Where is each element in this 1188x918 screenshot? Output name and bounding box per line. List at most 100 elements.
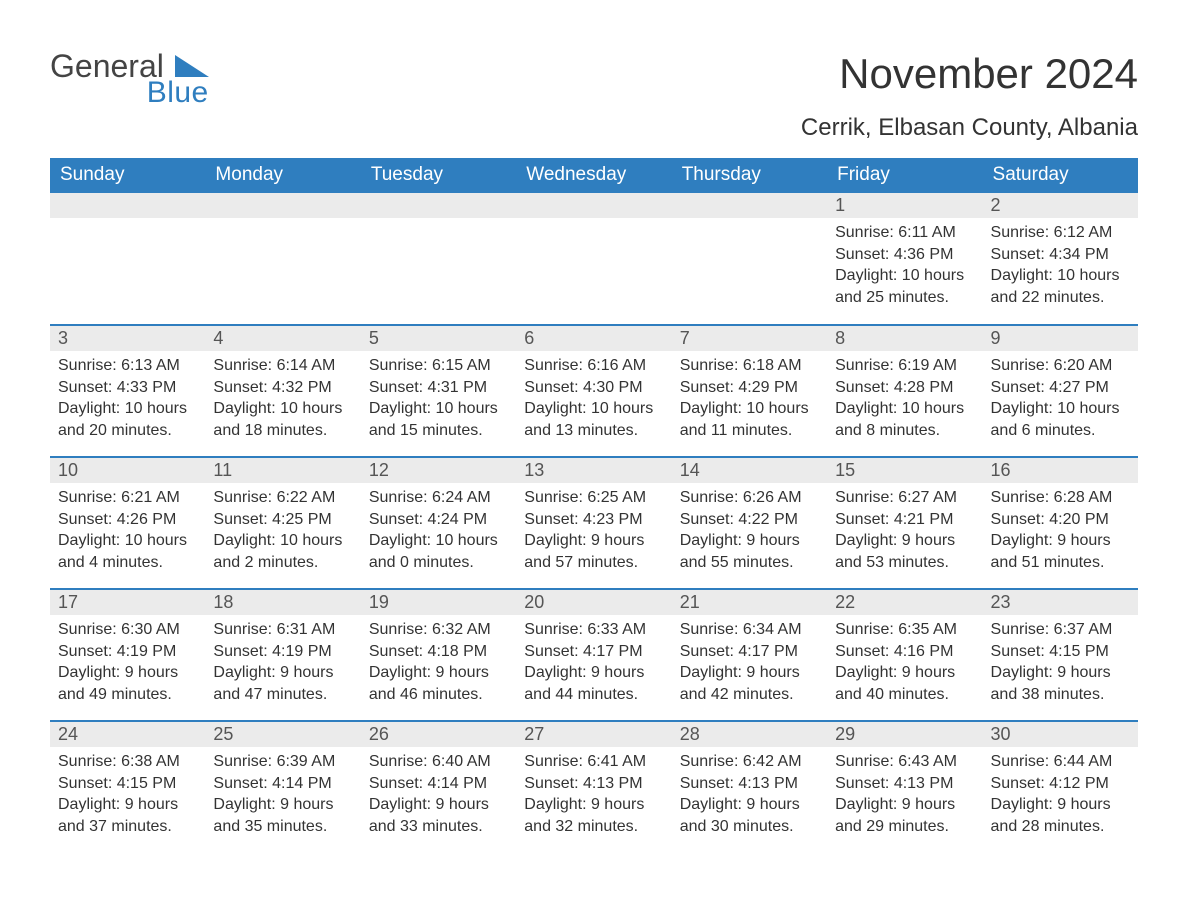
sunrise-line: Sunrise: 6:43 AM — [835, 751, 974, 773]
sunrise-line: Sunrise: 6:40 AM — [369, 751, 508, 773]
day-number: 9 — [983, 326, 1138, 351]
sunset-line: Sunset: 4:25 PM — [213, 509, 352, 531]
weekday-header: Tuesday — [361, 158, 516, 193]
sunset-line: Sunset: 4:34 PM — [991, 244, 1130, 266]
daylight-line: Daylight: 9 hours and 53 minutes. — [835, 530, 974, 573]
calendar-day-cell: 19Sunrise: 6:32 AMSunset: 4:18 PMDayligh… — [361, 589, 516, 721]
calendar-day-cell: 29Sunrise: 6:43 AMSunset: 4:13 PMDayligh… — [827, 721, 982, 853]
calendar-day-cell: 21Sunrise: 6:34 AMSunset: 4:17 PMDayligh… — [672, 589, 827, 721]
day-details: Sunrise: 6:44 AMSunset: 4:12 PMDaylight:… — [983, 747, 1138, 843]
day-details: Sunrise: 6:14 AMSunset: 4:32 PMDaylight:… — [205, 351, 360, 447]
day-details: Sunrise: 6:30 AMSunset: 4:19 PMDaylight:… — [50, 615, 205, 711]
sunrise-line: Sunrise: 6:15 AM — [369, 355, 508, 377]
day-details: Sunrise: 6:27 AMSunset: 4:21 PMDaylight:… — [827, 483, 982, 579]
day-details: Sunrise: 6:13 AMSunset: 4:33 PMDaylight:… — [50, 351, 205, 447]
daylight-line: Daylight: 9 hours and 33 minutes. — [369, 794, 508, 837]
calendar-day-cell: 22Sunrise: 6:35 AMSunset: 4:16 PMDayligh… — [827, 589, 982, 721]
daylight-line: Daylight: 9 hours and 46 minutes. — [369, 662, 508, 705]
day-number: 13 — [516, 458, 671, 483]
day-number: 5 — [361, 326, 516, 351]
sunset-line: Sunset: 4:22 PM — [680, 509, 819, 531]
sunrise-line: Sunrise: 6:11 AM — [835, 222, 974, 244]
day-number: 10 — [50, 458, 205, 483]
daylight-line: Daylight: 10 hours and 8 minutes. — [835, 398, 974, 441]
calendar-day-cell: 15Sunrise: 6:27 AMSunset: 4:21 PMDayligh… — [827, 457, 982, 589]
day-details: Sunrise: 6:16 AMSunset: 4:30 PMDaylight:… — [516, 351, 671, 447]
sunrise-line: Sunrise: 6:24 AM — [369, 487, 508, 509]
day-number: 29 — [827, 722, 982, 747]
sunset-line: Sunset: 4:16 PM — [835, 641, 974, 663]
day-number: 11 — [205, 458, 360, 483]
day-number: 28 — [672, 722, 827, 747]
sunrise-line: Sunrise: 6:26 AM — [680, 487, 819, 509]
sunset-line: Sunset: 4:20 PM — [991, 509, 1130, 531]
day-details: Sunrise: 6:24 AMSunset: 4:24 PMDaylight:… — [361, 483, 516, 579]
sunset-line: Sunset: 4:17 PM — [680, 641, 819, 663]
day-details: Sunrise: 6:42 AMSunset: 4:13 PMDaylight:… — [672, 747, 827, 843]
calendar-day-cell: 17Sunrise: 6:30 AMSunset: 4:19 PMDayligh… — [50, 589, 205, 721]
sunset-line: Sunset: 4:29 PM — [680, 377, 819, 399]
sunset-line: Sunset: 4:15 PM — [58, 773, 197, 795]
day-number: 20 — [516, 590, 671, 615]
sunrise-line: Sunrise: 6:22 AM — [213, 487, 352, 509]
day-details: Sunrise: 6:12 AMSunset: 4:34 PMDaylight:… — [983, 218, 1138, 314]
calendar-empty-cell — [361, 193, 516, 325]
daylight-line: Daylight: 9 hours and 32 minutes. — [524, 794, 663, 837]
daylight-line: Daylight: 10 hours and 0 minutes. — [369, 530, 508, 573]
daylight-line: Daylight: 9 hours and 28 minutes. — [991, 794, 1130, 837]
daylight-line: Daylight: 10 hours and 13 minutes. — [524, 398, 663, 441]
day-number — [50, 193, 205, 218]
day-number: 18 — [205, 590, 360, 615]
calendar-day-cell: 30Sunrise: 6:44 AMSunset: 4:12 PMDayligh… — [983, 721, 1138, 853]
day-number: 7 — [672, 326, 827, 351]
calendar-week-row: 10Sunrise: 6:21 AMSunset: 4:26 PMDayligh… — [50, 457, 1138, 589]
day-details: Sunrise: 6:37 AMSunset: 4:15 PMDaylight:… — [983, 615, 1138, 711]
day-details: Sunrise: 6:43 AMSunset: 4:13 PMDaylight:… — [827, 747, 982, 843]
sunset-line: Sunset: 4:14 PM — [213, 773, 352, 795]
daylight-line: Daylight: 9 hours and 51 minutes. — [991, 530, 1130, 573]
sunset-line: Sunset: 4:36 PM — [835, 244, 974, 266]
day-details: Sunrise: 6:31 AMSunset: 4:19 PMDaylight:… — [205, 615, 360, 711]
daylight-line: Daylight: 9 hours and 57 minutes. — [524, 530, 663, 573]
day-number: 22 — [827, 590, 982, 615]
day-number: 25 — [205, 722, 360, 747]
calendar-day-cell: 4Sunrise: 6:14 AMSunset: 4:32 PMDaylight… — [205, 325, 360, 457]
calendar-page: General Blue November 2024 Cerrik, Elbas… — [0, 0, 1188, 893]
calendar-day-cell: 6Sunrise: 6:16 AMSunset: 4:30 PMDaylight… — [516, 325, 671, 457]
calendar-day-cell: 3Sunrise: 6:13 AMSunset: 4:33 PMDaylight… — [50, 325, 205, 457]
calendar-day-cell: 8Sunrise: 6:19 AMSunset: 4:28 PMDaylight… — [827, 325, 982, 457]
day-details: Sunrise: 6:18 AMSunset: 4:29 PMDaylight:… — [672, 351, 827, 447]
calendar-day-cell: 27Sunrise: 6:41 AMSunset: 4:13 PMDayligh… — [516, 721, 671, 853]
day-details: Sunrise: 6:15 AMSunset: 4:31 PMDaylight:… — [361, 351, 516, 447]
sunrise-line: Sunrise: 6:14 AM — [213, 355, 352, 377]
day-number: 14 — [672, 458, 827, 483]
calendar-day-cell: 20Sunrise: 6:33 AMSunset: 4:17 PMDayligh… — [516, 589, 671, 721]
daylight-line: Daylight: 9 hours and 49 minutes. — [58, 662, 197, 705]
daylight-line: Daylight: 9 hours and 37 minutes. — [58, 794, 197, 837]
day-details: Sunrise: 6:20 AMSunset: 4:27 PMDaylight:… — [983, 351, 1138, 447]
daylight-line: Daylight: 9 hours and 42 minutes. — [680, 662, 819, 705]
calendar-day-cell: 7Sunrise: 6:18 AMSunset: 4:29 PMDaylight… — [672, 325, 827, 457]
sunset-line: Sunset: 4:31 PM — [369, 377, 508, 399]
daylight-line: Daylight: 10 hours and 2 minutes. — [213, 530, 352, 573]
calendar-week-row: 1Sunrise: 6:11 AMSunset: 4:36 PMDaylight… — [50, 193, 1138, 325]
day-details: Sunrise: 6:22 AMSunset: 4:25 PMDaylight:… — [205, 483, 360, 579]
day-number: 26 — [361, 722, 516, 747]
sunset-line: Sunset: 4:32 PM — [213, 377, 352, 399]
calendar-header: SundayMondayTuesdayWednesdayThursdayFrid… — [50, 158, 1138, 193]
day-details: Sunrise: 6:35 AMSunset: 4:16 PMDaylight:… — [827, 615, 982, 711]
sunset-line: Sunset: 4:15 PM — [991, 641, 1130, 663]
day-details: Sunrise: 6:39 AMSunset: 4:14 PMDaylight:… — [205, 747, 360, 843]
sunrise-line: Sunrise: 6:42 AM — [680, 751, 819, 773]
calendar-empty-cell — [672, 193, 827, 325]
sunrise-line: Sunrise: 6:20 AM — [991, 355, 1130, 377]
sunrise-line: Sunrise: 6:31 AM — [213, 619, 352, 641]
day-number: 12 — [361, 458, 516, 483]
daylight-line: Daylight: 9 hours and 47 minutes. — [213, 662, 352, 705]
calendar-day-cell: 14 Sunrise: 6:26 AMSunset: 4:22 PMDayligh… — [672, 457, 827, 589]
daylight-line: Daylight: 10 hours and 6 minutes. — [991, 398, 1130, 441]
sunset-line: Sunset: 4:28 PM — [835, 377, 974, 399]
calendar-table: SundayMondayTuesdayWednesdayThursdayFrid… — [50, 158, 1138, 853]
daylight-line: Daylight: 9 hours and 55 minutes. — [680, 530, 819, 573]
daylight-line: Daylight: 10 hours and 15 minutes. — [369, 398, 508, 441]
